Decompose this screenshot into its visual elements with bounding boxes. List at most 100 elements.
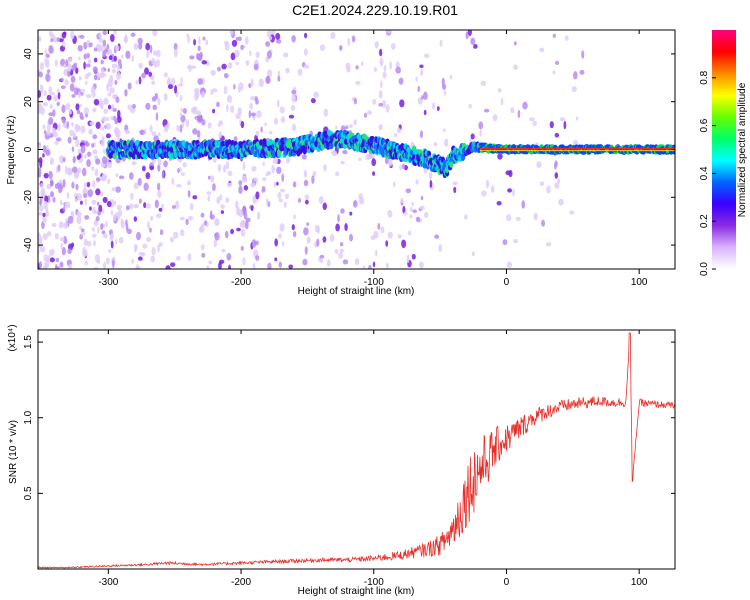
spectrogram-noise-cell (274, 257, 278, 262)
spectrogram-noise-cell (103, 261, 107, 269)
spectrogram-noise-cell (61, 247, 66, 256)
spectrogram-noise-cell (354, 258, 360, 266)
spectrogram-noise-cell (136, 264, 139, 269)
colorbar-label: Normalized spectral amplitude (737, 82, 748, 217)
spectrogram-noise-cell (190, 65, 197, 70)
spectrogram-noise-cell (365, 154, 371, 161)
spectrogram-noise-cell (483, 108, 490, 113)
spectrogram-noise-cell (532, 120, 537, 127)
spectrogram-noise-cell (178, 83, 184, 87)
spectrogram-noise-cell (235, 113, 241, 120)
spectrogram-noise-cell (138, 76, 142, 85)
spectrogram-noise-cell (74, 197, 78, 203)
spectrogram-noise-cell (101, 116, 107, 122)
spectrogram-noise-cell (124, 129, 131, 135)
spectrogram-noise-cell (261, 186, 266, 193)
spectrogram-noise-cell (52, 196, 56, 203)
spectrogram-noise-cell (218, 131, 222, 139)
spectrogram-noise-cell (43, 90, 47, 97)
spectrogram-noise-cell (411, 253, 416, 260)
spectrogram-noise-cell (260, 126, 263, 133)
spectrogram-noise-cell (438, 244, 443, 253)
spectrogram-noise-cell (453, 186, 457, 194)
spectrogram-noise-cell (217, 122, 221, 128)
spectrogram-noise-cell (216, 196, 221, 205)
spectrogram-noise-cell (224, 230, 229, 239)
spectrogram-noise-cell (571, 85, 577, 93)
spectrogram-noise-cell (175, 200, 180, 210)
spectrogram-noise-cell (163, 72, 168, 78)
spectrogram-noise-cell (377, 223, 381, 231)
spectrogram-noise-cell (71, 166, 78, 173)
spectrogram-noise-cell (127, 104, 132, 110)
spectrogram-noise-cell (371, 158, 377, 167)
spectrogram-noise-cell (231, 39, 238, 47)
spectrogram-noise-cell (129, 172, 134, 180)
spectrogram-noise-cell (138, 62, 143, 69)
spectrogram-noise-cell (306, 222, 309, 227)
spectrogram-noise-cell (345, 125, 349, 130)
spectrogram-noise-cell (105, 122, 112, 130)
spectrogram-noise-cell (249, 102, 254, 110)
spectrogram-noise-cell (411, 201, 414, 207)
spectrogram-noise-cell (522, 101, 528, 110)
spectrogram-noise-cell (123, 35, 129, 44)
spectrogram-noise-cell (358, 157, 362, 162)
spectrogram-noise-cell (306, 236, 311, 244)
spectrogram-noise-cell (115, 71, 121, 81)
spectrogram-noise-cell (409, 207, 413, 213)
spectrogram-noise-cell (80, 115, 85, 120)
spectrogram-noise-cell (262, 177, 267, 182)
spectrogram-noise-cell (378, 90, 383, 99)
spectrogram-noise-cell (390, 43, 396, 50)
spectrogram-noise-cell (423, 109, 427, 116)
spectrogram-noise-cell (200, 212, 205, 218)
spectrogram-noise-cell (95, 216, 100, 222)
spectrogram-noise-cell (280, 116, 286, 123)
spectrogram-noise-cell (238, 209, 244, 218)
spectrogram-noise-cell (112, 108, 117, 112)
spectrogram-noise-cell (304, 246, 308, 255)
spectrogram-heatmap (38, 30, 675, 269)
spectrogram-noise-cell (208, 260, 213, 265)
spectrogram-noise-cell (83, 61, 86, 70)
spectrogram-noise-cell (492, 114, 498, 122)
spectrogram-noise-cell (49, 249, 53, 257)
spectrogram-noise-cell (76, 215, 82, 225)
spectrogram-noise-cell (399, 164, 403, 171)
spectrogram-band-cell (206, 139, 212, 146)
spectrogram-noise-cell (170, 77, 176, 86)
spectrogram-noise-cell (180, 107, 184, 113)
spectrogram-noise-cell (223, 72, 229, 79)
spectrogram-noise-cell (43, 172, 49, 179)
spectrogram-noise-cell (130, 32, 136, 37)
spectrogram-noise-cell (89, 121, 95, 126)
spectrogram-noise-cell (352, 200, 358, 208)
spectrogram-noise-cell (255, 191, 260, 200)
spectrogram-y-ticks: -40 -20 0 20 40 (23, 48, 675, 252)
spectrogram-noise-cell (177, 167, 180, 174)
spectrogram-noise-cell (342, 149, 348, 155)
spectrogram-noise-cell (193, 39, 197, 46)
spectrogram-noise-cell (385, 104, 390, 113)
spectrogram-noise-cell (110, 233, 114, 239)
spectrogram-noise-cell (442, 128, 446, 132)
spectrogram-noise-cell (92, 66, 98, 74)
spectrogram-noise-cell (179, 112, 183, 117)
spectrogram-noise-cell (42, 217, 47, 224)
spectrogram-noise-cell (137, 177, 142, 187)
spectrogram-noise-cell (500, 98, 504, 106)
spectrogram-noise-cell (539, 47, 545, 53)
spectrogram-noise-cell (114, 118, 118, 125)
spectrogram-noise-cell (250, 78, 254, 87)
spectrogram-noise-cell (212, 183, 216, 192)
spectrogram-noise-cell (433, 141, 438, 147)
spectrogram-noise-cell (109, 34, 115, 42)
spectrogram-noise-cell (105, 220, 108, 228)
spectrogram-noise-cell (137, 256, 143, 261)
spectrogram-noise-cell (86, 52, 90, 59)
spectrogram-noise-cell (198, 36, 201, 45)
spectrogram-noise-cell (322, 202, 327, 211)
spectrogram-noise-cell (58, 179, 63, 184)
spectrogram-noise-cell (45, 149, 51, 156)
